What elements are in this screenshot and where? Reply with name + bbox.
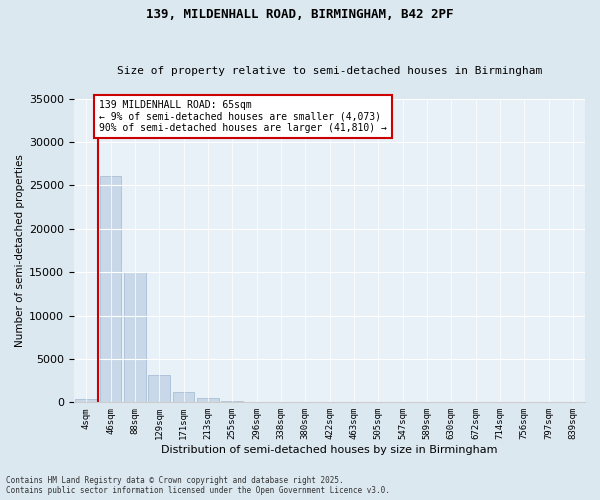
Bar bbox=[173, 392, 194, 402]
Bar bbox=[75, 400, 97, 402]
Bar bbox=[124, 272, 146, 402]
Title: Size of property relative to semi-detached houses in Birmingham: Size of property relative to semi-detach… bbox=[117, 66, 542, 76]
Y-axis label: Number of semi-detached properties: Number of semi-detached properties bbox=[15, 154, 25, 347]
Bar bbox=[148, 374, 170, 402]
Bar bbox=[221, 400, 243, 402]
X-axis label: Distribution of semi-detached houses by size in Birmingham: Distribution of semi-detached houses by … bbox=[161, 445, 498, 455]
Text: 139 MILDENHALL ROAD: 65sqm
← 9% of semi-detached houses are smaller (4,073)
90% : 139 MILDENHALL ROAD: 65sqm ← 9% of semi-… bbox=[99, 100, 387, 134]
Bar bbox=[100, 176, 121, 402]
Text: 139, MILDENHALL ROAD, BIRMINGHAM, B42 2PF: 139, MILDENHALL ROAD, BIRMINGHAM, B42 2P… bbox=[146, 8, 454, 20]
Text: Contains HM Land Registry data © Crown copyright and database right 2025.
Contai: Contains HM Land Registry data © Crown c… bbox=[6, 476, 390, 495]
Bar bbox=[197, 398, 219, 402]
